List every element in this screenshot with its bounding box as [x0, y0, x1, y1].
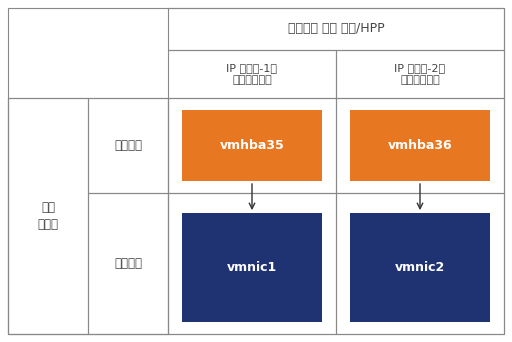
- Bar: [88, 193, 168, 334]
- Text: vmnic2: vmnic2: [395, 261, 445, 274]
- Bar: [88, 98, 168, 193]
- Bar: [350, 110, 490, 181]
- Bar: [336, 50, 504, 98]
- Bar: [8, 98, 88, 334]
- Bar: [182, 213, 322, 322]
- Text: IP 서브넷-1의
이니시에이터: IP 서브넷-1의 이니시에이터: [226, 63, 278, 86]
- Bar: [8, 98, 168, 334]
- Bar: [182, 110, 322, 181]
- Bar: [336, 98, 504, 193]
- Text: 스토리지 다중 경로/HPP: 스토리지 다중 경로/HPP: [288, 23, 385, 36]
- Text: vmhba35: vmhba35: [220, 139, 284, 152]
- Text: 별칭
바인딩: 별칭 바인딩: [37, 201, 58, 231]
- Bar: [168, 193, 336, 334]
- Bar: [168, 8, 504, 50]
- Bar: [350, 213, 490, 322]
- Text: vmnic1: vmnic1: [227, 261, 277, 274]
- Bar: [168, 50, 336, 98]
- Text: 스토리지: 스토리지: [114, 139, 142, 152]
- Bar: [336, 193, 504, 334]
- Text: 네트워크: 네트워크: [114, 257, 142, 270]
- Text: vmhba36: vmhba36: [388, 139, 452, 152]
- Text: IP 서브넷-2의
이니시에이터: IP 서브넷-2의 이니시에이터: [394, 63, 445, 86]
- Bar: [168, 98, 336, 193]
